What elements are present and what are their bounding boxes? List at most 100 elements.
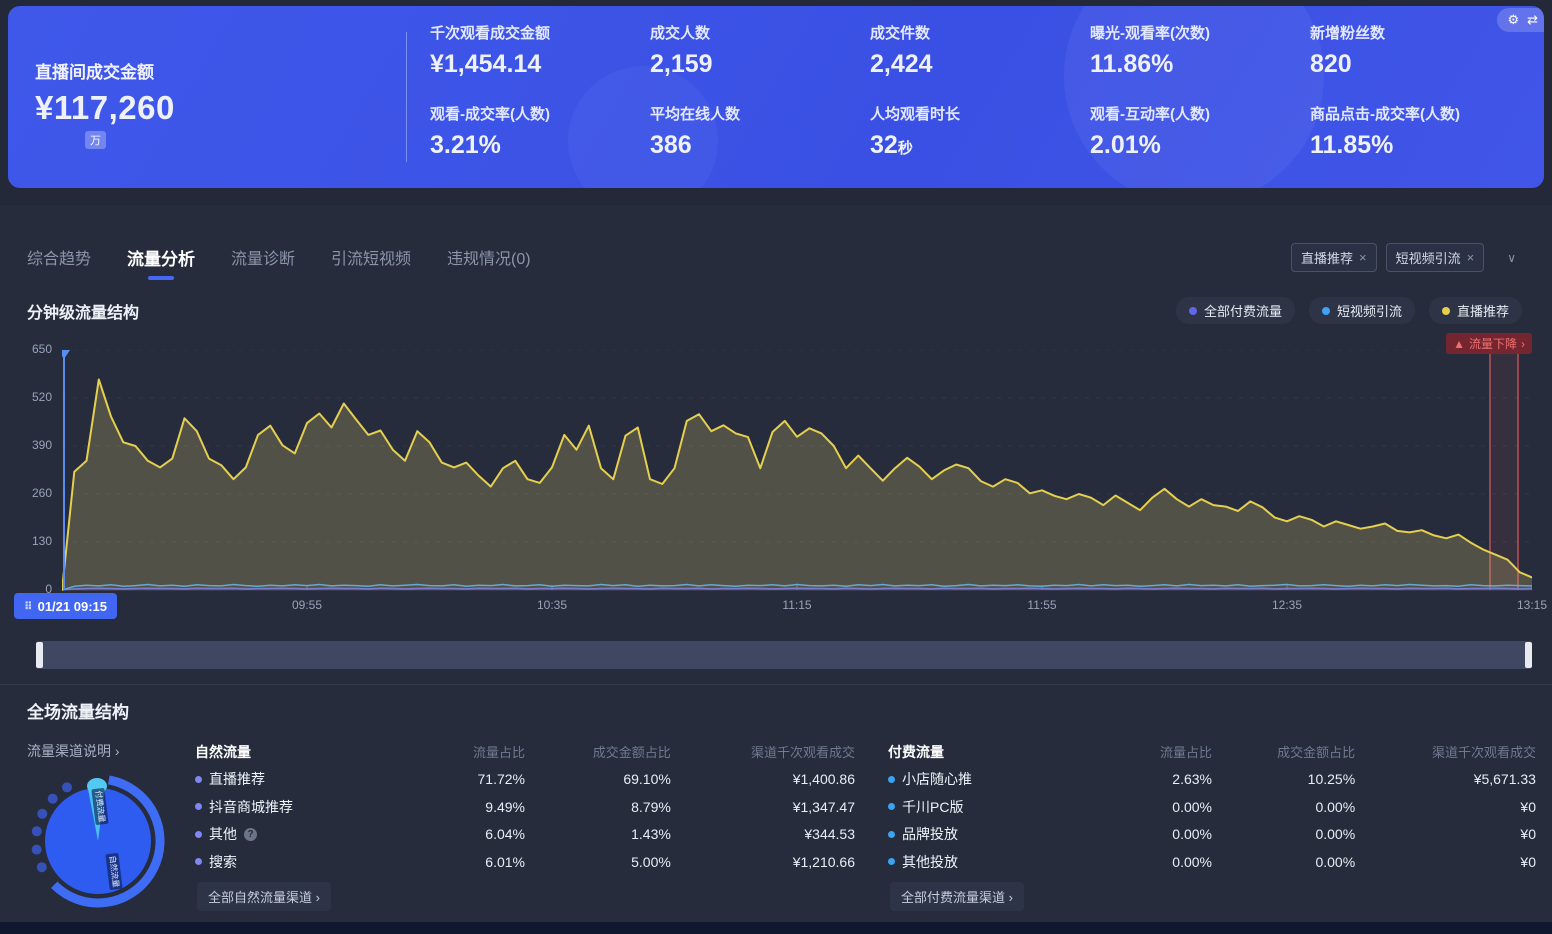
gear-icon[interactable]: ⚙ — [1507, 12, 1520, 27]
metric-value: ¥1,454.14 — [430, 50, 542, 78]
slider-handle-left[interactable] — [36, 642, 43, 668]
filter-chip-short-video[interactable]: 短视频引流 × — [1385, 243, 1485, 272]
metric-label: 千次观看成交金额 — [430, 25, 551, 42]
chevron-right-icon: › — [1521, 336, 1525, 351]
channel-dot-icon — [195, 830, 202, 838]
table-cell: 6.04% — [485, 826, 525, 843]
tab-综合趋势[interactable]: 综合趋势 — [27, 251, 92, 268]
channel-dot-icon — [888, 775, 895, 783]
column-header: 流量占比 — [472, 745, 525, 761]
table-cell: 1.43% — [631, 826, 671, 843]
filter-chip-label: 短视频引流 — [1395, 251, 1461, 266]
legend-dot-icon — [1188, 306, 1197, 315]
traffic-line-chart[interactable] — [62, 350, 1532, 596]
main-metric: 直播间成交金额 ¥117,260 万 — [35, 58, 175, 149]
legend-dot-icon — [1321, 306, 1330, 315]
channel-filter[interactable]: 直播推荐 × 短视频引流 × ∨ — [1290, 243, 1530, 272]
tab-bar: 综合趋势 流量分析 流量诊断 引流短视频 违规情况(0) — [27, 245, 531, 280]
x-tick-label: 12:35 — [1271, 598, 1303, 612]
slider-handle-right[interactable] — [1525, 642, 1532, 668]
remove-chip-icon[interactable]: × — [1466, 250, 1475, 265]
time-range-slider[interactable] — [36, 641, 1532, 669]
legend-label: 全部付费流量 — [1203, 304, 1282, 319]
metric-value: 386 — [650, 131, 692, 159]
alert-label: 流量下降 — [1468, 337, 1517, 351]
legend-item[interactable]: 直播推荐 — [1428, 297, 1522, 324]
table-cell: ¥344.53 — [804, 826, 855, 843]
table-cell: 2.63% — [1172, 771, 1212, 788]
chart-legend: 全部付费流量 短视频引流 直播推荐 — [1175, 297, 1522, 324]
column-header: 付费流量 — [888, 743, 944, 760]
divider — [0, 684, 1552, 685]
info-icon[interactable]: ? — [244, 827, 257, 841]
table-cell: 10.25% — [1307, 771, 1356, 788]
remove-chip-icon[interactable]: × — [1359, 250, 1367, 265]
table-row: 抖音商城推荐 9.49% 8.79% ¥1,347.47 — [195, 793, 855, 821]
metric-value: 2,159 — [650, 50, 713, 78]
table-cell: ¥0 — [1520, 826, 1536, 843]
table-cell: 9.49% — [485, 798, 525, 815]
table-row: 千川PC版 0.00% 0.00% ¥0 — [888, 793, 1536, 821]
all-natural-channels-link[interactable]: 全部自然流量渠道 › — [197, 882, 331, 911]
x-tick-label: 13:15 — [1516, 598, 1548, 612]
table-cell: 69.10% — [623, 771, 671, 788]
chevron-down-icon[interactable]: ∨ — [1507, 250, 1516, 265]
metric-value: 820 — [1310, 50, 1352, 78]
swap-icon[interactable]: ⇄ — [1527, 12, 1538, 27]
metric: 商品点击-成交率(人数) 11.85% — [1310, 103, 1518, 160]
table-cell: 5.00% — [631, 853, 671, 870]
table-cell: 8.79% — [631, 798, 671, 815]
legend-label: 短视频引流 — [1336, 304, 1402, 319]
metric: 成交人数 2,159 — [650, 22, 858, 79]
table-cell: ¥5,671.33 — [1473, 771, 1536, 788]
paid-traffic-table: 付费流量 流量占比 成交金额占比 渠道千次观看成交 小店随心推 2.63% 10.25% ¥5… — [888, 738, 1536, 876]
metric-value: 11.86% — [1090, 50, 1174, 78]
channel-dot-icon — [195, 775, 202, 783]
table-cell: ¥1,400.86 — [792, 771, 855, 788]
natural-traffic-table: 自然流量 流量占比 成交金额占比 渠道千次观看成交 直播推荐 71.72% 69.10% ¥1… — [195, 738, 855, 876]
traffic-drop-alert[interactable]: ▲ 流量下降 › — [1446, 333, 1532, 354]
bottom-section-title: 全场流量结构 — [27, 703, 129, 722]
donut-outer-arc — [51, 775, 165, 908]
metric-label: 曝光-观看率(次数) — [1090, 25, 1210, 42]
table-row: 其他投放 0.00% 0.00% ¥0 — [888, 848, 1536, 876]
y-tick-label: 650 — [31, 342, 52, 356]
metric: 平均在线人数 386 — [650, 103, 858, 160]
channel-note-link[interactable]: 流量渠道说明 › — [27, 743, 120, 759]
table-header-row: 自然流量 流量占比 成交金额占比 渠道千次观看成交 — [195, 738, 855, 766]
metric: 曝光-观看率(次数) 11.86% — [1090, 22, 1298, 79]
filter-chip-label: 直播推荐 — [1300, 251, 1353, 266]
column-header: 成交金额占比 — [1277, 745, 1356, 761]
tab-流量分析[interactable]: 流量分析 — [127, 245, 195, 280]
table-cell: 0.00% — [1315, 826, 1356, 843]
link-label: 全部付费流量渠道 — [901, 890, 1006, 905]
channel-name: 抖音商城推荐 — [195, 797, 387, 817]
metric-label: 人均观看时长 — [870, 106, 961, 123]
table-cell: 71.72% — [477, 771, 525, 788]
y-tick-label: 130 — [31, 534, 52, 548]
column-header: 流量占比 — [1159, 745, 1212, 761]
divider — [406, 32, 407, 162]
table-row: 品牌投放 0.00% 0.00% ¥0 — [888, 821, 1536, 849]
link-label: 全部自然流量渠道 — [208, 890, 313, 905]
table-cell: 0.00% — [1315, 853, 1356, 870]
legend-item[interactable]: 短视频引流 — [1308, 297, 1415, 324]
filter-chip-live-recommend[interactable]: 直播推荐 × — [1290, 243, 1377, 272]
channel-dot-icon — [888, 858, 895, 866]
all-paid-channels-link[interactable]: 全部付费流量渠道 › — [890, 882, 1024, 911]
tab-引流短视频[interactable]: 引流短视频 — [331, 251, 412, 268]
metric: 人均观看时长 32秒 — [870, 103, 1078, 160]
legend-item[interactable]: 全部付费流量 — [1175, 297, 1295, 324]
slider-fill — [36, 641, 1532, 669]
time-marker-badge[interactable]: ⠿ 01/21 09:15 — [14, 593, 117, 619]
tab-流量诊断[interactable]: 流量诊断 — [231, 251, 296, 268]
metric-label: 新增粉丝数 — [1310, 25, 1386, 42]
traffic-donut-chart — [31, 775, 165, 908]
donut-dotted-arc — [31, 782, 72, 873]
tab-违规情况(0)[interactable]: 违规情况(0) — [447, 251, 531, 268]
drag-handle-icon: ⠿ — [24, 600, 33, 613]
table-cell: 0.00% — [1315, 798, 1356, 815]
column-header: 渠道千次观看成交 — [750, 745, 855, 761]
x-tick-label: 11:55 — [1027, 598, 1057, 612]
y-tick-label: 260 — [31, 486, 52, 500]
